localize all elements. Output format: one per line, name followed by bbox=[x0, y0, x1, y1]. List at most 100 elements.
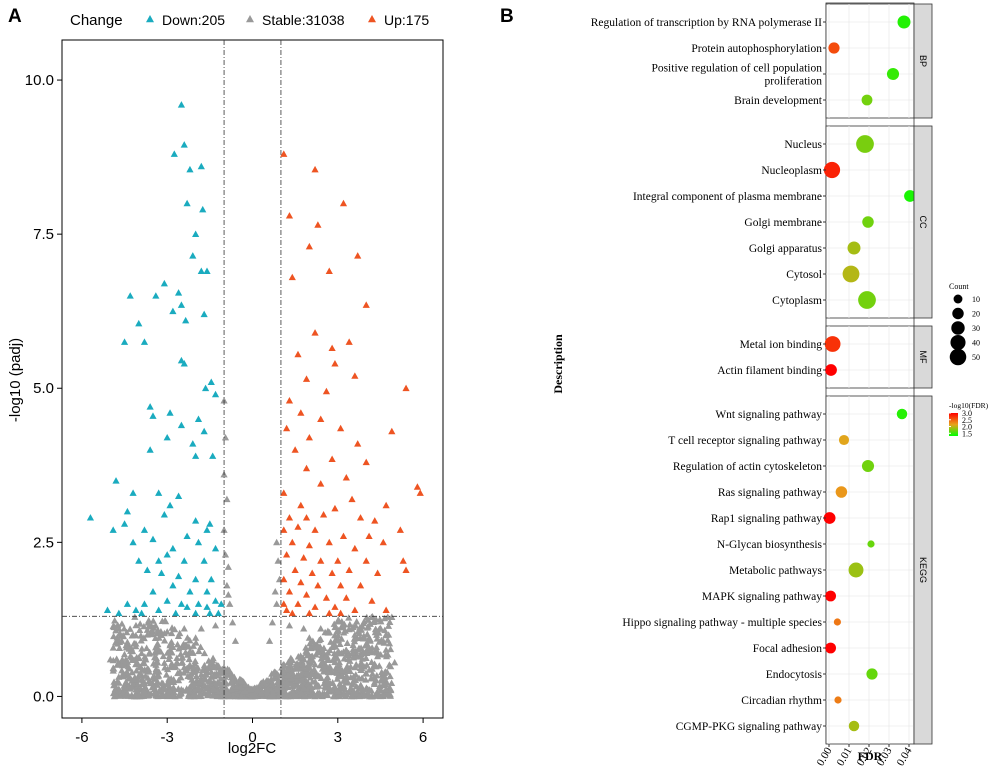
stable-point bbox=[267, 675, 275, 682]
up-point bbox=[365, 532, 373, 540]
stable-point bbox=[203, 683, 211, 691]
fdr-color-legend: -log10(FDR)3.02.52.01.5 bbox=[949, 401, 989, 438]
stable-point bbox=[126, 652, 134, 660]
stable-point bbox=[343, 666, 351, 674]
facet-panel bbox=[825, 325, 915, 389]
down-point bbox=[180, 557, 188, 564]
color-legend-label: 2.0 bbox=[962, 423, 972, 432]
stable-point bbox=[116, 692, 124, 699]
up-point bbox=[331, 603, 339, 610]
stable-point bbox=[145, 616, 153, 624]
term-label: MAPK signaling pathway bbox=[702, 591, 822, 603]
term-label: Regulation of actin cytoskeleton bbox=[673, 461, 822, 473]
stable-point bbox=[313, 683, 321, 690]
up-point bbox=[302, 514, 311, 521]
stable-point bbox=[282, 690, 290, 697]
stable-point bbox=[173, 654, 181, 661]
down-point bbox=[123, 600, 131, 607]
down-point bbox=[135, 557, 143, 564]
stable-point bbox=[332, 664, 340, 672]
stable-point bbox=[126, 625, 134, 632]
down-point bbox=[177, 356, 186, 364]
stable-point bbox=[195, 647, 203, 655]
legend-stable-icon bbox=[246, 15, 254, 23]
down-point bbox=[149, 588, 157, 595]
stable-point bbox=[133, 659, 141, 666]
stable-point bbox=[114, 661, 123, 668]
up-point bbox=[342, 474, 350, 481]
stable-point bbox=[192, 672, 201, 680]
down-point bbox=[189, 252, 197, 259]
x-tick-label: 0.04 bbox=[895, 745, 915, 766]
stable-point bbox=[211, 621, 220, 629]
stable-point bbox=[115, 679, 123, 686]
up-point bbox=[302, 591, 311, 598]
down-point bbox=[183, 199, 191, 207]
stable-point bbox=[175, 690, 183, 698]
down-point bbox=[200, 310, 208, 318]
stable-point bbox=[242, 681, 250, 688]
stable-point bbox=[209, 656, 217, 664]
stable-point bbox=[379, 637, 387, 644]
facet-strip-label: MF bbox=[918, 351, 928, 364]
stable-point bbox=[171, 625, 179, 633]
stable-point bbox=[330, 620, 338, 627]
stable-point bbox=[340, 629, 348, 636]
count-legend-label: 10 bbox=[972, 295, 980, 304]
stable-point bbox=[118, 637, 126, 644]
down-point bbox=[170, 150, 178, 157]
stable-point bbox=[300, 685, 308, 692]
stable-point bbox=[361, 641, 369, 649]
stable-point bbox=[141, 672, 150, 679]
stable-point bbox=[120, 650, 129, 658]
up-point bbox=[322, 594, 331, 601]
stable-point bbox=[195, 692, 203, 699]
legend-down-label: Down:205 bbox=[162, 12, 225, 28]
stable-point bbox=[110, 681, 118, 689]
down-point bbox=[206, 520, 214, 527]
down-point bbox=[160, 511, 168, 518]
stable-point bbox=[128, 668, 136, 676]
down-point bbox=[192, 575, 200, 583]
stable-point bbox=[349, 623, 357, 630]
stable-point bbox=[302, 644, 310, 651]
down-point bbox=[177, 301, 186, 308]
stable-point bbox=[279, 666, 288, 673]
down-point bbox=[203, 267, 211, 275]
down-point bbox=[166, 409, 174, 416]
up-point bbox=[317, 415, 325, 422]
up-point bbox=[288, 538, 296, 546]
stable-point bbox=[192, 634, 200, 641]
down-point bbox=[172, 609, 180, 617]
stable-point bbox=[369, 618, 377, 626]
stable-point bbox=[285, 621, 294, 629]
down-point bbox=[200, 557, 208, 564]
stable-point bbox=[136, 620, 144, 627]
stable-point bbox=[280, 669, 288, 676]
down-point bbox=[209, 452, 217, 459]
down-point bbox=[149, 412, 157, 419]
stable-point bbox=[220, 526, 228, 533]
facet-strip bbox=[913, 125, 933, 319]
stable-point bbox=[284, 682, 292, 689]
down-point bbox=[194, 600, 203, 607]
up-point bbox=[311, 165, 319, 173]
down-point bbox=[163, 551, 171, 558]
color-legend-title: -log10(FDR) bbox=[949, 401, 989, 410]
stable-point bbox=[119, 670, 127, 677]
stable-point bbox=[152, 643, 160, 651]
term-dot bbox=[897, 15, 911, 29]
stable-point bbox=[154, 659, 162, 666]
stable-point bbox=[322, 690, 331, 697]
facet-strip bbox=[913, 3, 933, 119]
legend-up-label: Up:175 bbox=[384, 12, 429, 28]
stable-point bbox=[377, 686, 385, 693]
up-point bbox=[317, 557, 325, 564]
stable-point bbox=[287, 674, 295, 682]
stable-point bbox=[372, 631, 381, 638]
stable-point bbox=[176, 629, 184, 637]
panel-label-b: B bbox=[500, 6, 514, 27]
term-dot bbox=[861, 459, 875, 473]
down-point bbox=[186, 588, 194, 595]
